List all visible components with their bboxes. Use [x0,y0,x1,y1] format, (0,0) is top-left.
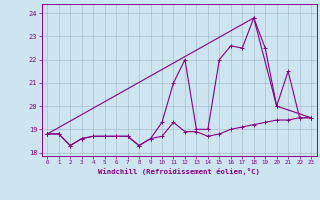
X-axis label: Windchill (Refroidissement éolien,°C): Windchill (Refroidissement éolien,°C) [98,168,260,175]
